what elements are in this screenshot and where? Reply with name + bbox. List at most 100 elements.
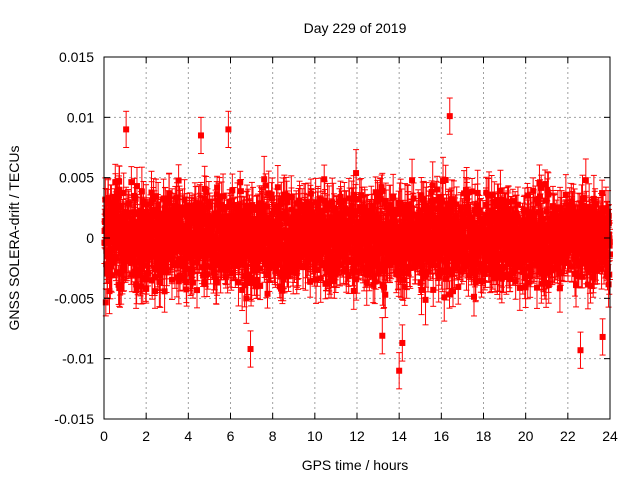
data-point	[248, 274, 255, 281]
data-point	[113, 269, 120, 276]
data-point	[260, 206, 267, 213]
data-point	[303, 217, 310, 224]
data-point	[283, 192, 290, 199]
data-point	[120, 189, 127, 196]
data-point	[254, 256, 261, 263]
data-point	[290, 268, 297, 275]
data-point	[161, 288, 168, 295]
data-point	[173, 194, 180, 201]
data-point	[193, 287, 200, 294]
data-point	[144, 211, 151, 218]
data-point	[255, 206, 262, 213]
data-point	[153, 193, 160, 200]
data-point	[113, 212, 120, 219]
data-point	[222, 274, 229, 281]
data-point	[244, 272, 251, 279]
data-points	[101, 97, 613, 390]
data-point	[148, 199, 155, 206]
data-point	[175, 278, 182, 285]
data-point	[179, 211, 186, 218]
data-point	[197, 201, 204, 208]
data-point	[272, 225, 279, 232]
data-point	[138, 188, 145, 195]
data-point	[117, 204, 124, 211]
data-point	[269, 195, 276, 202]
data-point	[140, 256, 147, 263]
data-point	[253, 283, 260, 290]
data-point	[130, 254, 137, 261]
data-point	[312, 276, 319, 283]
data-point	[302, 205, 309, 212]
data-point	[274, 261, 281, 268]
data-point	[108, 272, 115, 279]
data-point	[312, 248, 319, 255]
data-point	[220, 193, 227, 200]
data-point	[249, 206, 256, 213]
data-point	[248, 248, 255, 255]
data-point	[182, 263, 189, 270]
data-point	[163, 207, 170, 214]
data-point	[231, 212, 238, 219]
data-point	[229, 187, 236, 194]
data-point	[284, 199, 291, 206]
data-point	[189, 279, 196, 286]
data-point	[129, 215, 136, 222]
data-point	[279, 287, 286, 294]
data-point	[207, 228, 214, 235]
data-point	[304, 259, 311, 266]
data-point	[193, 220, 200, 227]
data-point	[108, 263, 115, 270]
data-point	[314, 266, 321, 273]
data-point	[213, 279, 220, 286]
data-point	[239, 286, 246, 293]
data-point	[151, 288, 158, 295]
data-point	[134, 211, 141, 218]
data-point	[257, 282, 264, 289]
data-point	[177, 272, 184, 279]
data-point	[248, 202, 255, 209]
data-point	[200, 216, 207, 223]
data-point	[141, 262, 148, 269]
data-point	[136, 259, 143, 266]
data-point	[254, 279, 261, 286]
data-point	[160, 254, 167, 261]
data-point	[237, 188, 244, 195]
data-point	[237, 179, 244, 186]
data-point	[235, 221, 242, 228]
data-point	[181, 196, 188, 203]
data-point	[133, 287, 140, 294]
data-point	[199, 205, 206, 212]
data-point	[293, 200, 300, 207]
data-point	[118, 284, 125, 291]
data-point	[168, 255, 175, 262]
data-point	[295, 213, 302, 220]
data-point	[155, 202, 162, 209]
data-point	[104, 208, 111, 215]
data-point	[143, 201, 150, 208]
data-point	[214, 244, 221, 251]
data-point	[308, 202, 315, 209]
data-point	[268, 260, 275, 267]
data-point	[272, 268, 279, 275]
data-point	[133, 281, 140, 288]
data-point	[218, 202, 225, 209]
data-point	[175, 177, 182, 184]
data-point	[215, 198, 222, 205]
data-point	[157, 279, 164, 286]
data-point	[143, 276, 150, 283]
data-point	[102, 299, 109, 306]
data-point	[216, 194, 223, 201]
data-point	[131, 221, 138, 228]
data-point	[247, 215, 254, 222]
data-point	[253, 260, 260, 267]
data-point	[234, 209, 241, 216]
data-point	[105, 195, 112, 202]
data-point	[238, 220, 245, 227]
data-point	[201, 279, 208, 286]
data-point	[128, 179, 135, 186]
data-point	[214, 184, 221, 191]
data-point	[213, 276, 220, 283]
data-point	[285, 219, 292, 226]
data-point	[132, 195, 139, 202]
